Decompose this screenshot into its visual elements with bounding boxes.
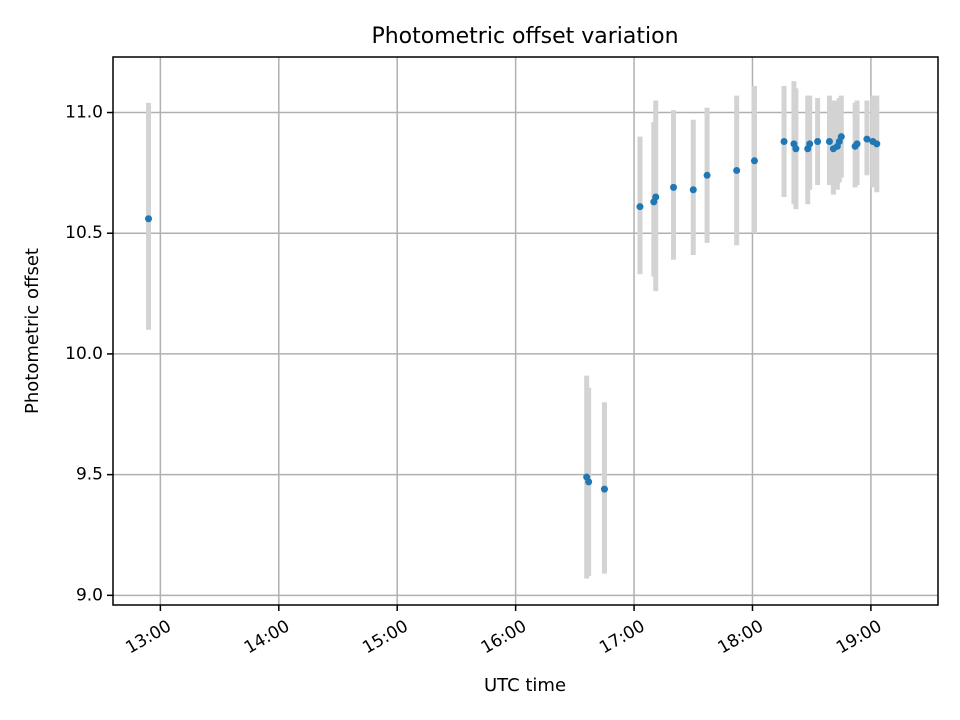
- grid-layer: [113, 57, 938, 605]
- data-point: [600, 485, 608, 493]
- y-tick-label: 10.0: [65, 344, 103, 364]
- x-axis-label: UTC time: [484, 675, 566, 696]
- data-point: [145, 215, 153, 223]
- y-tick-label: 10.5: [65, 223, 103, 243]
- x-tick-label: 13:00: [122, 616, 174, 658]
- point-layer: [145, 133, 881, 493]
- chart-title: Photometric offset variation: [371, 24, 678, 49]
- x-tick-label: 19:00: [833, 616, 885, 658]
- data-point: [792, 145, 800, 153]
- data-point: [670, 183, 678, 191]
- data-point: [585, 478, 593, 486]
- data-point: [814, 137, 822, 145]
- data-point: [636, 203, 644, 211]
- data-point: [863, 135, 871, 143]
- y-tick-label: 9.0: [76, 585, 103, 605]
- x-tick-label: 18:00: [715, 616, 767, 658]
- data-point: [825, 137, 833, 145]
- data-point: [837, 133, 845, 141]
- x-tick-label: 17:00: [596, 616, 648, 658]
- x-tick-label: 15:00: [359, 616, 411, 658]
- data-point: [652, 193, 660, 201]
- y-tick-label: 9.5: [76, 465, 103, 485]
- data-point: [750, 157, 758, 165]
- errorbar-layer: [146, 81, 880, 579]
- data-point: [853, 140, 861, 148]
- x-tick-label: 14:00: [241, 616, 293, 658]
- y-axis-label: Photometric offset: [22, 248, 43, 414]
- data-point: [733, 166, 741, 174]
- data-point: [689, 186, 697, 194]
- data-point: [873, 140, 881, 148]
- data-point: [806, 140, 814, 148]
- tick-layer: 13:00 14:00 15:00 16:00 17:00 18:00 19:00 9.0 9.…: [65, 103, 885, 659]
- data-point: [780, 137, 788, 145]
- x-tick-label: 16:00: [478, 616, 530, 658]
- data-point: [703, 171, 711, 179]
- y-tick-label: 11.0: [65, 103, 103, 123]
- plot-frame: [112, 56, 939, 606]
